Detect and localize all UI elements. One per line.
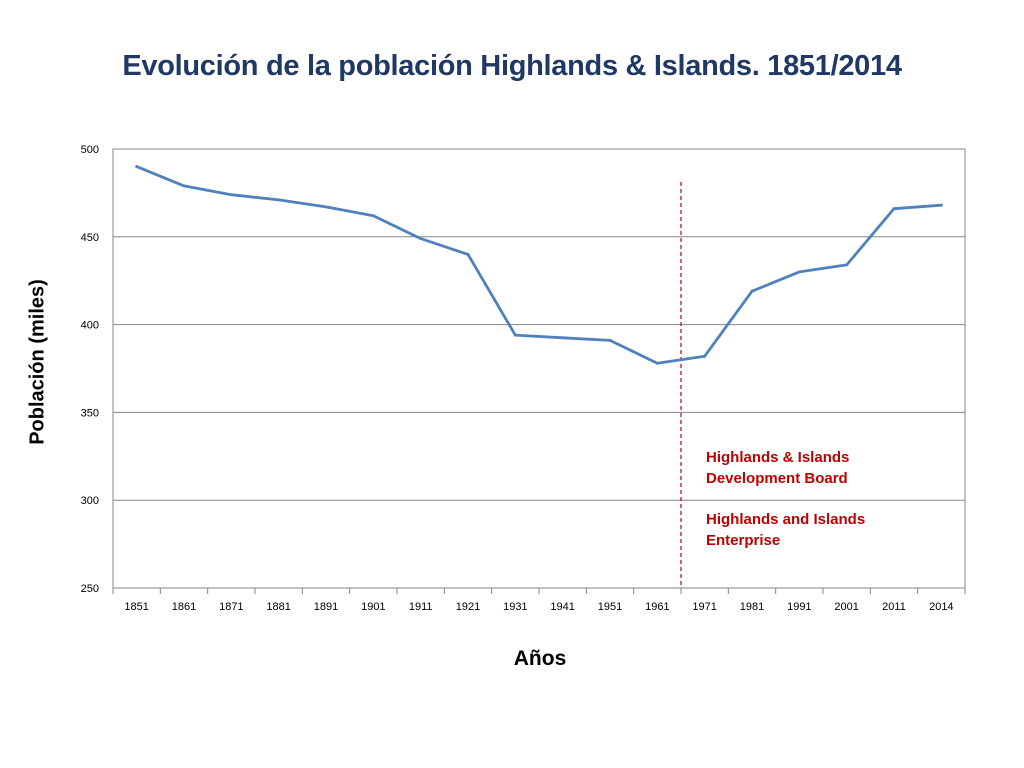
y-tick-label: 350: [81, 407, 99, 419]
x-tick-label: 1921: [456, 601, 480, 613]
y-tick-label: 300: [81, 495, 99, 507]
x-tick-label: 1991: [787, 601, 811, 613]
x-tick-label: 1891: [314, 601, 338, 613]
x-tick-label: 1911: [409, 601, 433, 613]
data-point: [939, 203, 943, 207]
data-point: [229, 193, 233, 197]
x-tick-label: 1931: [503, 601, 527, 613]
data-point: [608, 339, 612, 342]
x-tick-label: 2001: [834, 601, 858, 613]
x-tick-label: 1941: [550, 601, 574, 613]
data-point: [561, 336, 565, 340]
data-point: [892, 207, 896, 211]
y-tick-label: 400: [81, 320, 99, 332]
data-point: [655, 361, 659, 365]
y-tick-label: 250: [81, 583, 99, 595]
x-tick-label: 1981: [740, 601, 764, 613]
x-tick-label: 1951: [598, 601, 622, 613]
data-point: [703, 354, 707, 358]
data-point: [324, 205, 328, 209]
data-point: [135, 165, 139, 168]
x-tick-label: 1901: [361, 601, 385, 613]
population-series-line: [135, 165, 943, 365]
x-tick-label: 1961: [645, 601, 669, 613]
x-tick-label: 1971: [692, 601, 716, 613]
x-tick-label: 1871: [219, 601, 243, 613]
x-tick-label: 1851: [124, 601, 148, 613]
x-tick-label: 1861: [172, 601, 196, 613]
data-point: [466, 252, 470, 256]
annotation-text: Highlands & Islands: [706, 449, 849, 466]
data-point: [371, 214, 375, 218]
data-point: [797, 270, 801, 274]
y-tick-label: 500: [81, 144, 99, 156]
chart-title: Evolución de la población Highlands & Is…: [122, 50, 902, 82]
data-point: [513, 333, 517, 337]
x-tick-label: 1881: [266, 601, 290, 613]
y-tick-label: 450: [81, 232, 99, 244]
data-point: [845, 263, 849, 267]
x-axis-label: Años: [513, 647, 567, 670]
x-tick-label: 2011: [882, 601, 906, 613]
annotation-text: Development Board: [706, 470, 848, 487]
data-point: [750, 289, 754, 293]
annotation-text: Enterprise: [706, 532, 780, 549]
data-point: [277, 198, 281, 202]
x-tick-label: 2014: [929, 601, 953, 613]
annotation-text: Highlands and Islands: [706, 511, 865, 528]
data-point: [182, 184, 186, 188]
data-point: [419, 237, 423, 240]
